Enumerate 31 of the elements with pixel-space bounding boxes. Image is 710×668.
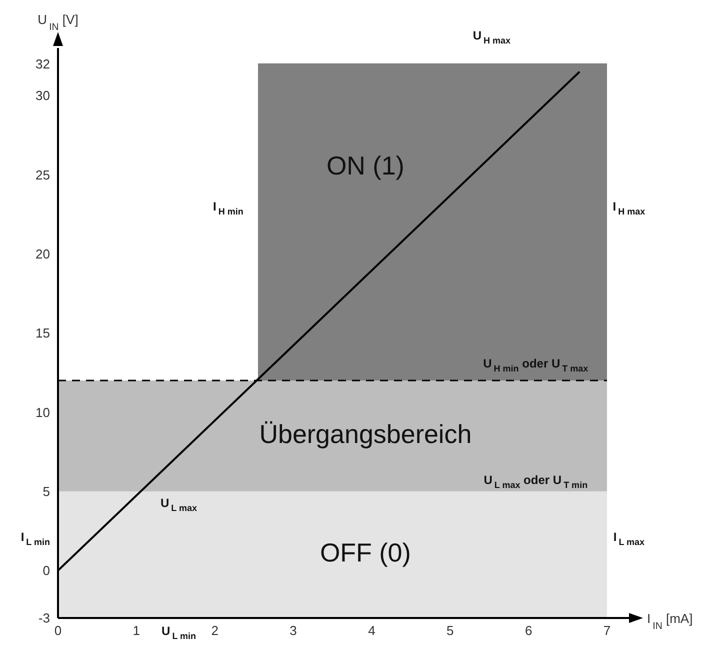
x-tick-label: 7 xyxy=(603,623,611,638)
text: I$_{L min}$ xyxy=(20,530,50,548)
annotation: U$_{H min}$ oder U$_{T max}$ xyxy=(483,356,588,374)
y-tick-label: 20 xyxy=(36,246,50,262)
x-tick-label: 2 xyxy=(211,623,218,638)
y-tick-label: 0 xyxy=(42,563,50,578)
y-tick-label: -3 xyxy=(38,610,50,626)
band-label: OFF (0) xyxy=(320,538,411,568)
y-tick-label: 25 xyxy=(36,167,50,182)
y-tick-label: 5 xyxy=(42,484,50,499)
band-label: Übergangsbereich xyxy=(259,418,472,449)
y-tick-label: 32 xyxy=(36,56,50,72)
x-tick-label: 0 xyxy=(54,623,62,638)
annotation: U$_{L max}$ xyxy=(160,496,198,514)
text: I$_{L max}$ xyxy=(613,530,645,548)
y-tick-label: 10 xyxy=(36,404,50,420)
y-axis-title: U$_{IN}$ [V] xyxy=(38,12,78,32)
x-tick-label: 1 xyxy=(132,623,140,638)
y-tick-label: 30 xyxy=(36,88,50,104)
annotation: U$_{L max}$ oder U$_{T min}$ xyxy=(484,473,588,491)
x-tick-label: 5 xyxy=(446,623,454,638)
text: U$_{H max}$ xyxy=(472,28,511,46)
text: U$_{L min}$ xyxy=(162,624,196,642)
annotation: I$_{H min}$ xyxy=(213,200,244,217)
x-axis-title: I$_{IN}$ [mA] xyxy=(647,611,693,632)
x-tick-label: 6 xyxy=(524,623,532,638)
text: I$_{H max}$ xyxy=(612,200,646,217)
annotation: ON (1) xyxy=(326,150,404,181)
x-tick-label: 3 xyxy=(290,623,297,638)
y-tick-label: 15 xyxy=(36,326,50,341)
x-tick-label: 4 xyxy=(368,623,376,638)
